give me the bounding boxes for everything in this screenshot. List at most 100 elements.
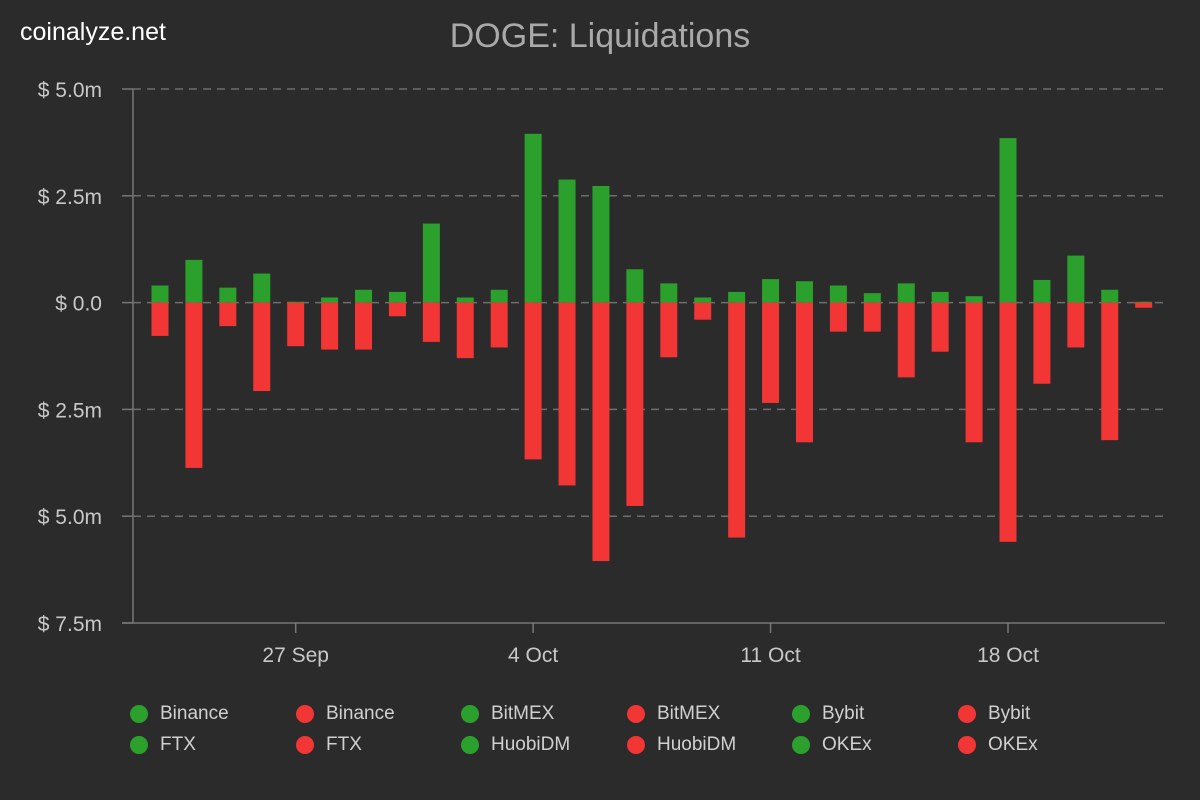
long-liquidation-bar[interactable]: [388, 291, 406, 303]
long-liquidation-bar[interactable]: [490, 289, 508, 303]
long-liquidation-bar[interactable]: [321, 297, 339, 303]
short-liquidation-bar[interactable]: [321, 302, 339, 350]
short-liquidation-bar[interactable]: [490, 302, 508, 348]
short-liquidation-bar[interactable]: [931, 302, 949, 352]
axes: [122, 88, 1165, 633]
legend-item[interactable]: OKEx: [792, 734, 872, 756]
short-liquidation-bar[interactable]: [1101, 302, 1119, 441]
legend-dot-icon: [958, 736, 976, 754]
legend-label: HuobiDM: [657, 734, 737, 755]
legend-item[interactable]: BitMEX: [461, 703, 554, 725]
short-liquidation-bar[interactable]: [762, 302, 780, 403]
watermark: coinalyze.net: [20, 18, 166, 46]
long-liquidation-bar[interactable]: [185, 259, 203, 303]
short-liquidation-bar[interactable]: [219, 302, 237, 327]
y-tick-label: $ 2.5m: [38, 186, 102, 209]
x-tick-label: 27 Sep: [262, 644, 329, 667]
long-liquidation-bar[interactable]: [626, 269, 644, 303]
long-liquidation-bar[interactable]: [151, 285, 169, 303]
legend-item[interactable]: Bybit: [792, 703, 864, 725]
short-liquidation-bar[interactable]: [592, 302, 610, 562]
short-liquidation-bar[interactable]: [422, 302, 440, 342]
long-liquidation-bar[interactable]: [728, 291, 746, 303]
x-tick-label: 11 Oct: [740, 644, 800, 667]
legend-item[interactable]: HuobiDM: [627, 734, 736, 756]
long-liquidation-bar[interactable]: [931, 291, 949, 303]
x-tick-label: 4 Oct: [508, 644, 558, 667]
short-liquidation-bar[interactable]: [626, 302, 644, 506]
short-liquidation-bar[interactable]: [965, 302, 983, 443]
y-axis-labels: $ 5.0m $ 2.5m $ 0.0 $ 2.5m $ 5.0m $ 7.5m: [38, 79, 102, 636]
long-liquidation-bar[interactable]: [524, 133, 542, 303]
short-liquidation-bar[interactable]: [1033, 302, 1051, 384]
long-liquidation-bar[interactable]: [253, 273, 271, 303]
long-liquidation-bar[interactable]: [762, 279, 780, 303]
long-liquidation-bar[interactable]: [592, 185, 610, 303]
chart-title: DOGE: Liquidations: [450, 17, 751, 55]
y-tick-label: $ 5.0m: [38, 506, 102, 529]
legend-dot-icon: [958, 705, 976, 723]
legend-dot-icon: [130, 736, 148, 754]
short-liquidation-bar[interactable]: [660, 302, 678, 358]
legend-dot-icon: [461, 705, 479, 723]
short-liquidation-bar[interactable]: [287, 302, 305, 347]
short-liquidation-bar[interactable]: [185, 302, 203, 468]
legend-label: BitMEX: [491, 703, 555, 724]
legend-dot-icon: [792, 705, 810, 723]
legend-item[interactable]: Binance: [130, 703, 229, 725]
short-liquidation-bar[interactable]: [253, 302, 271, 392]
long-liquidation-bar[interactable]: [660, 283, 678, 303]
long-liquidation-bar[interactable]: [287, 301, 305, 303]
long-liquidation-bar[interactable]: [999, 138, 1017, 303]
short-liquidation-bar[interactable]: [694, 302, 712, 320]
short-liquidation-bar[interactable]: [388, 302, 406, 317]
legend-item[interactable]: HuobiDM: [461, 734, 570, 756]
long-liquidation-bar[interactable]: [897, 283, 915, 303]
legend-label: FTX: [160, 734, 196, 755]
legend-label: OKEx: [988, 734, 1038, 755]
long-liquidation-bar[interactable]: [558, 179, 576, 303]
legend-dot-icon: [627, 705, 645, 723]
legend-item[interactable]: OKEx: [958, 734, 1038, 756]
short-liquidation-bar[interactable]: [795, 302, 813, 443]
long-liquidation-bar[interactable]: [795, 281, 813, 303]
short-liquidation-bar[interactable]: [1135, 302, 1153, 308]
long-liquidation-bar[interactable]: [219, 287, 237, 303]
long-liquidation-bar[interactable]: [1135, 301, 1153, 303]
y-tick-label: $ 0.0: [55, 293, 102, 316]
long-liquidation-bar[interactable]: [355, 289, 373, 303]
short-liquidation-bar[interactable]: [355, 302, 373, 350]
long-liquidation-bar[interactable]: [829, 285, 847, 303]
long-liquidation-bar[interactable]: [965, 296, 983, 303]
short-liquidation-bar[interactable]: [897, 302, 915, 378]
short-liquidation-bar[interactable]: [558, 302, 576, 486]
short-liquidation-bar[interactable]: [728, 302, 746, 538]
legend-item[interactable]: Bybit: [958, 703, 1030, 725]
y-tick-label: $ 5.0m: [38, 79, 102, 102]
bars: [151, 133, 1153, 562]
long-liquidation-bar[interactable]: [1033, 279, 1051, 303]
legend-item[interactable]: BitMEX: [627, 703, 720, 725]
long-liquidation-bar[interactable]: [422, 223, 440, 303]
legend-item[interactable]: FTX: [130, 734, 196, 756]
short-liquidation-bar[interactable]: [1067, 302, 1085, 348]
long-liquidation-bar[interactable]: [1101, 289, 1119, 303]
legend-dot-icon: [792, 736, 810, 754]
legend-item[interactable]: Binance: [296, 703, 395, 725]
long-liquidation-bar[interactable]: [456, 297, 474, 303]
short-liquidation-bar[interactable]: [999, 302, 1017, 542]
short-liquidation-bar[interactable]: [524, 302, 542, 460]
long-liquidation-bar[interactable]: [1067, 255, 1085, 303]
short-liquidation-bar[interactable]: [829, 302, 847, 332]
short-liquidation-bar[interactable]: [456, 302, 474, 359]
legend-item[interactable]: FTX: [296, 734, 362, 756]
legend-label: Bybit: [988, 703, 1031, 724]
short-liquidation-bar[interactable]: [863, 302, 881, 332]
legend-label: FTX: [326, 734, 362, 755]
short-liquidation-bar[interactable]: [151, 302, 169, 336]
long-liquidation-bar[interactable]: [863, 293, 881, 303]
grid: [133, 88, 1165, 517]
long-liquidation-bar[interactable]: [694, 297, 712, 303]
